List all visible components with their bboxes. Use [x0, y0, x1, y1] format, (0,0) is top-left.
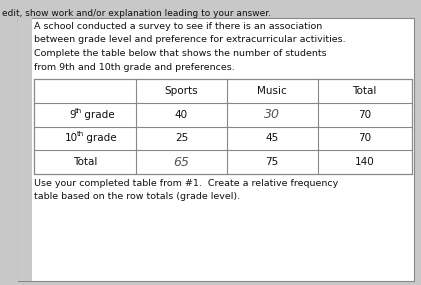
Text: grade: grade: [83, 133, 117, 143]
Text: 70: 70: [358, 133, 371, 143]
Text: th: th: [77, 131, 84, 137]
Text: 10: 10: [65, 133, 78, 143]
Text: edit, show work and/or explanation leading to your answer.: edit, show work and/or explanation leadi…: [2, 9, 271, 18]
Text: table based on the row totals (grade level).: table based on the row totals (grade lev…: [34, 192, 240, 201]
FancyBboxPatch shape: [18, 18, 414, 281]
Text: Music: Music: [257, 86, 287, 96]
Text: 140: 140: [355, 157, 375, 167]
Text: Use your completed table from #1.  Create a relative frequency: Use your completed table from #1. Create…: [34, 179, 338, 188]
Text: 65: 65: [173, 156, 189, 169]
Text: Sports: Sports: [165, 86, 198, 96]
Text: Total: Total: [352, 86, 377, 96]
Text: 30: 30: [264, 108, 280, 121]
Text: between grade level and preference for extracurricular activities.: between grade level and preference for e…: [34, 36, 346, 44]
Text: Complete the table below that shows the number of students: Complete the table below that shows the …: [34, 49, 327, 58]
Text: A school conducted a survey to see if there is an association: A school conducted a survey to see if th…: [34, 22, 322, 31]
Text: from 9th and 10th grade and preferences.: from 9th and 10th grade and preferences.: [34, 62, 235, 72]
Text: 40: 40: [175, 110, 188, 120]
Text: Total: Total: [73, 157, 97, 167]
Text: 70: 70: [358, 110, 371, 120]
Text: 25: 25: [175, 133, 188, 143]
FancyBboxPatch shape: [34, 79, 412, 174]
FancyBboxPatch shape: [18, 18, 32, 281]
Text: th: th: [75, 108, 82, 114]
Text: 45: 45: [266, 133, 279, 143]
Text: 9: 9: [69, 110, 76, 120]
Text: 75: 75: [266, 157, 279, 167]
Text: grade: grade: [81, 110, 115, 120]
